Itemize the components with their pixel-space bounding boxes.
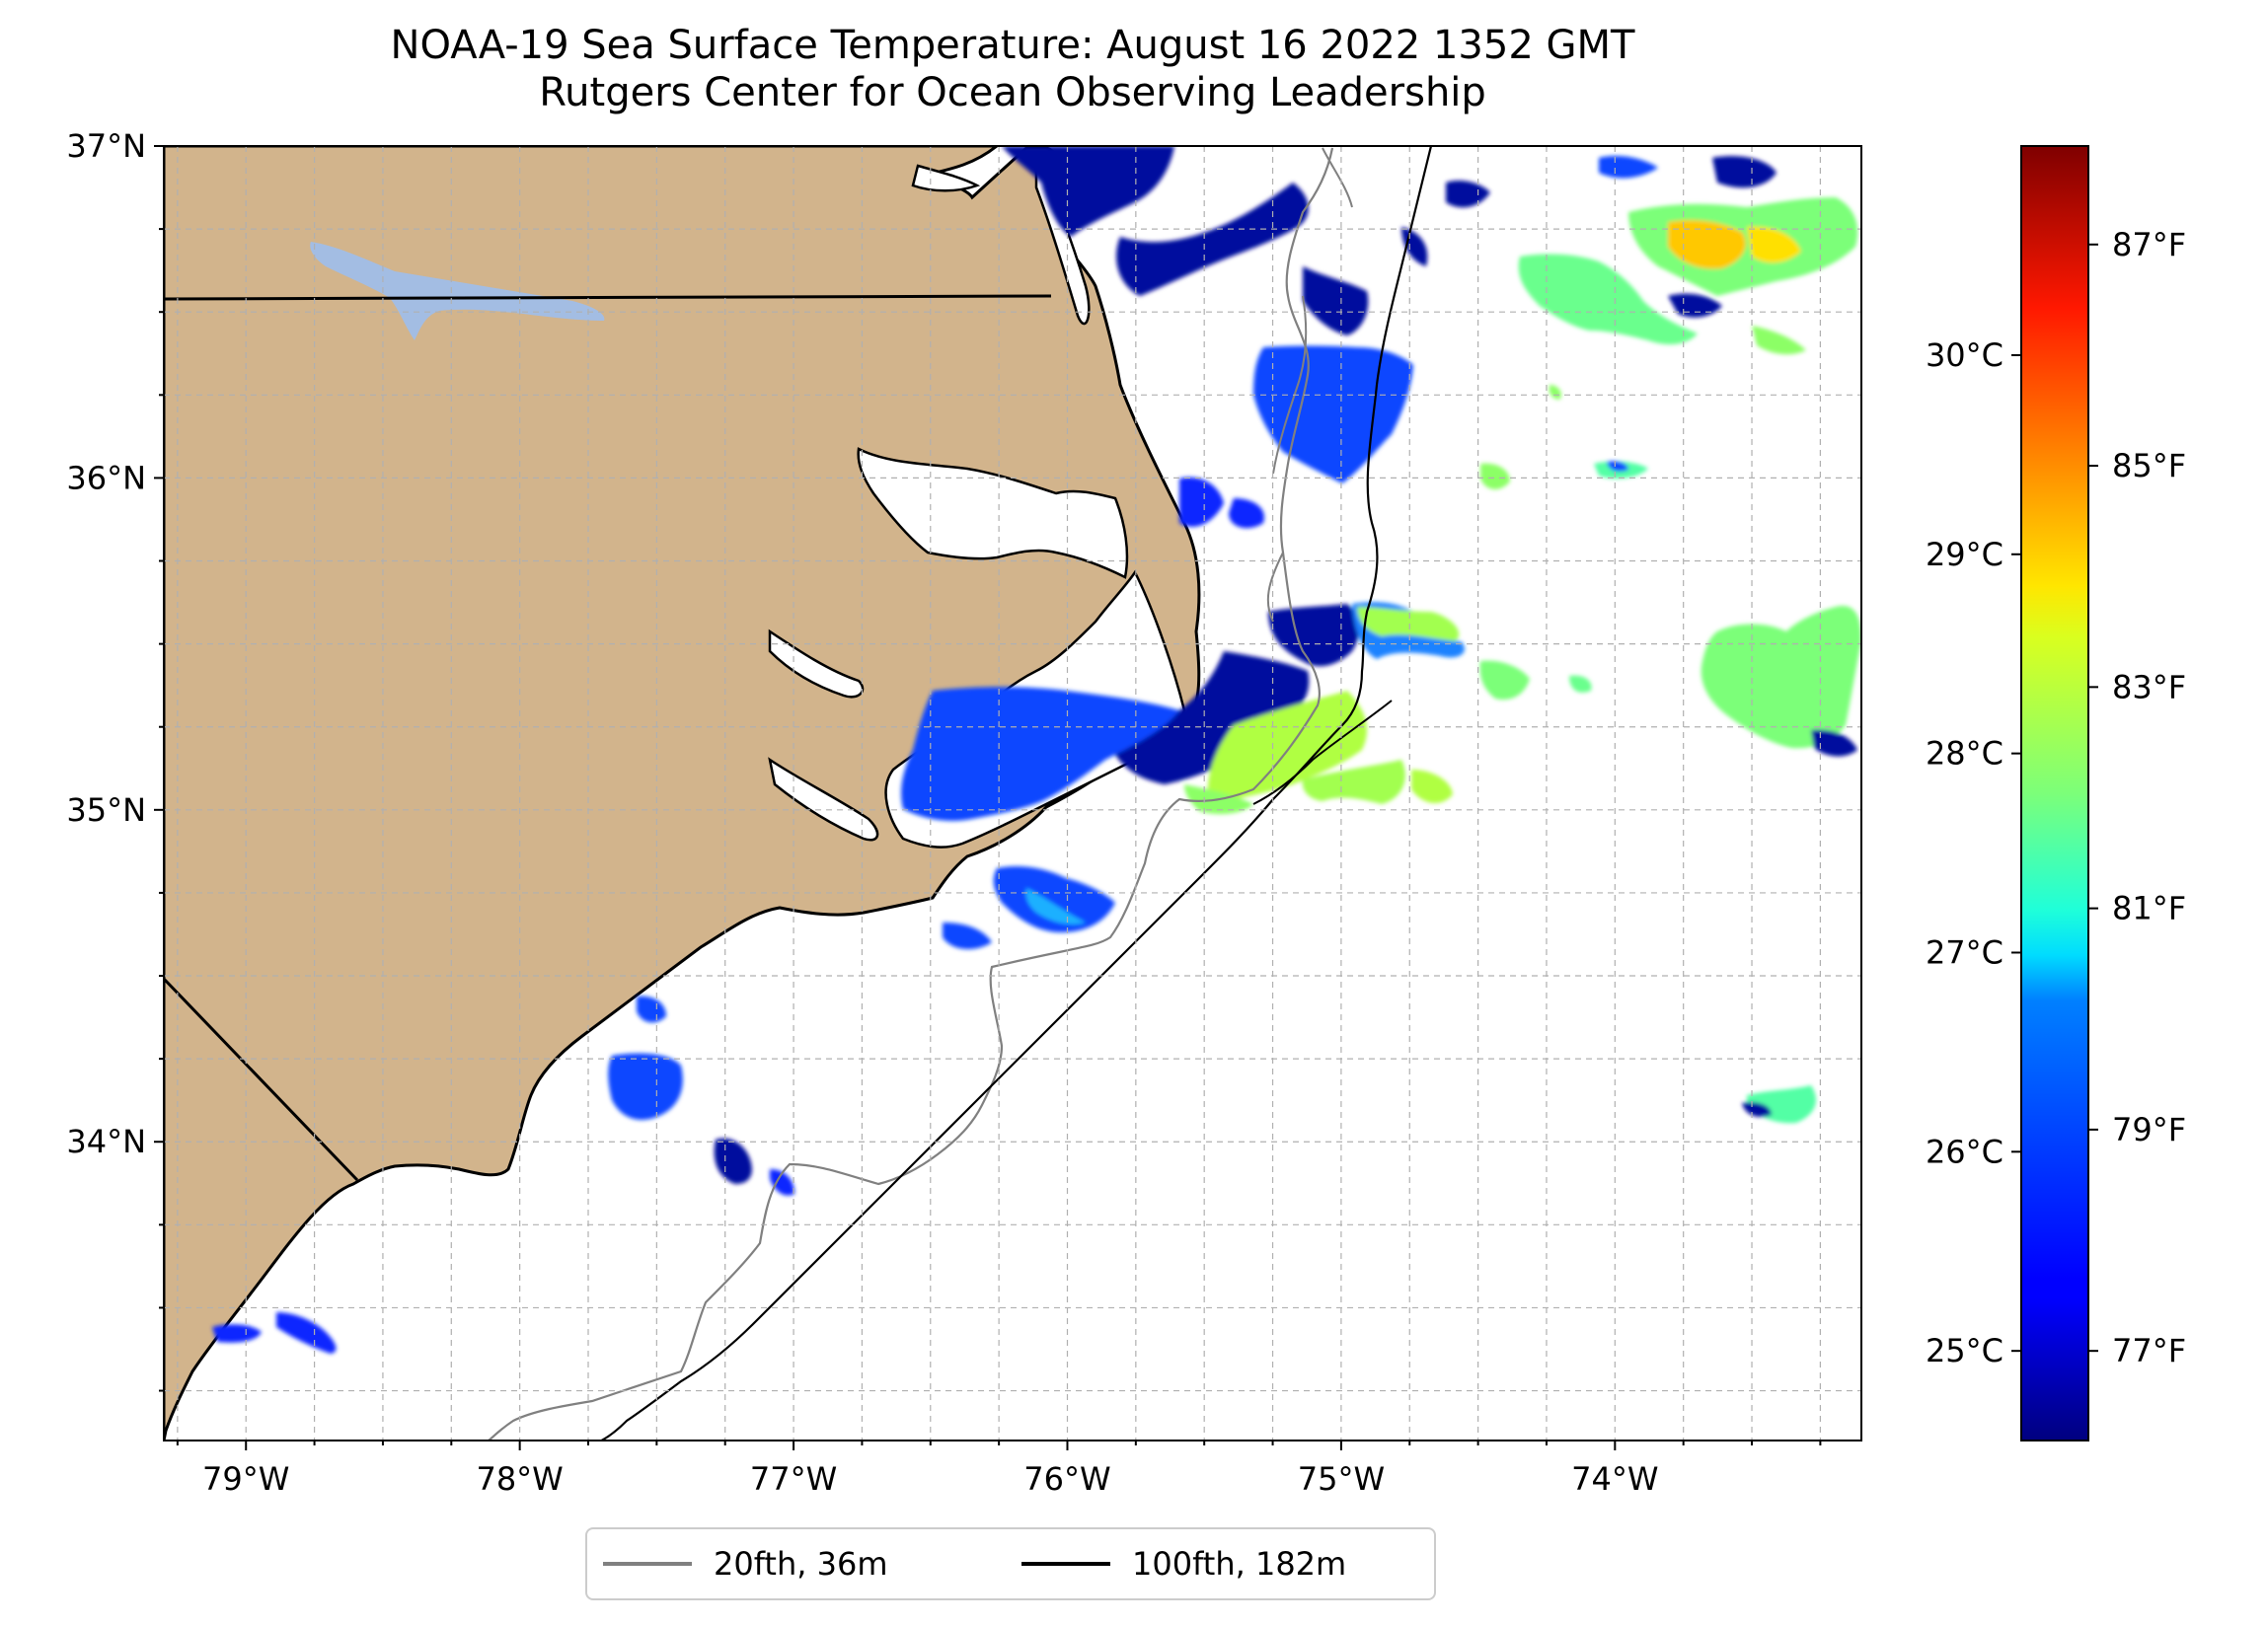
fahrenheit-tick-label: 77°F bbox=[2112, 1332, 2186, 1369]
gridlines bbox=[164, 146, 1861, 1441]
chesapeake-inlet bbox=[911, 164, 981, 192]
sst-patch bbox=[1025, 888, 1086, 924]
sst-patch bbox=[1253, 345, 1413, 483]
celsius-tick-label: 30°C bbox=[1926, 336, 2003, 374]
sst-patch bbox=[1712, 156, 1777, 188]
fahrenheit-tick-label: 81°F bbox=[2112, 890, 2186, 927]
fahrenheit-ticks: 77°F 79°F 81°F 83°F 85°F 87°F bbox=[2088, 226, 2186, 1369]
sst-patch bbox=[1549, 385, 1561, 400]
sst-patch bbox=[1179, 477, 1224, 527]
lon-tick-label: 74°W bbox=[1571, 1460, 1658, 1498]
map-frame bbox=[163, 145, 1862, 1441]
sst-patch bbox=[714, 1138, 752, 1184]
sst-patch bbox=[1115, 651, 1310, 784]
lon-tick-label: 75°W bbox=[1298, 1460, 1385, 1498]
sst-patch bbox=[1268, 604, 1359, 667]
contour-20fth-outer bbox=[1266, 147, 1353, 623]
sst-patch bbox=[1302, 760, 1405, 804]
celsius-ticks: 25°C 26°C 27°C 28°C 29°C 30°C bbox=[1926, 336, 2021, 1369]
sst-patch bbox=[1411, 770, 1453, 804]
contour-100fth-shelf bbox=[1252, 700, 1393, 805]
state-border-va-nc bbox=[164, 294, 1052, 301]
title-line-2: Rutgers Center for Ocean Observing Leade… bbox=[539, 70, 1486, 115]
celsius-tick-label: 29°C bbox=[1926, 536, 2003, 573]
contour-20fth bbox=[488, 147, 1334, 1441]
sst-patch bbox=[901, 687, 1179, 821]
state-border-nc-sc bbox=[164, 977, 359, 1182]
legend-swatch-20fth bbox=[603, 1562, 692, 1566]
longitude-axis: 79°W 78°W 77°W 76°W 75°W 74°W bbox=[176, 1441, 1822, 1498]
map-panel bbox=[164, 146, 1861, 1441]
sst-patch bbox=[1752, 326, 1806, 355]
sst-patch bbox=[276, 1312, 337, 1354]
contour-100fth bbox=[598, 146, 1433, 1441]
sst-patch bbox=[1599, 156, 1658, 179]
celsius-tick-label: 28°C bbox=[1926, 735, 2003, 773]
legend: 20fth, 36m 100fth, 182m bbox=[585, 1527, 1436, 1600]
sst-patch bbox=[1742, 1102, 1772, 1117]
lat-tick-label: 37°N bbox=[66, 127, 146, 165]
legend-label-20fth: 20fth, 36m bbox=[714, 1545, 888, 1583]
sst-patch bbox=[1811, 729, 1857, 757]
sst-patch bbox=[212, 1324, 262, 1343]
latitude-axis: 37°N 36°N 35°N 34°N bbox=[66, 127, 164, 1392]
lon-tick-label: 79°W bbox=[202, 1460, 289, 1498]
legend-item-100fth: 100fth, 182m bbox=[1021, 1529, 1346, 1598]
sst-patch bbox=[993, 866, 1115, 932]
sst-patch bbox=[943, 923, 992, 949]
sst-patch bbox=[1480, 463, 1510, 489]
sst-patch bbox=[1002, 146, 1174, 237]
lon-tick-label: 77°W bbox=[750, 1460, 837, 1498]
fahrenheit-tick-label: 79°F bbox=[2112, 1111, 2186, 1148]
albemarle-sound bbox=[857, 447, 1129, 579]
lat-tick-label: 36°N bbox=[66, 459, 146, 496]
lat-tick-label: 35°N bbox=[66, 791, 146, 829]
colorbar: 25°C 26°C 27°C 28°C 29°C 30°C 77°F 79°F 81°F 83°… bbox=[1926, 145, 2186, 1441]
colorbar-frame bbox=[2020, 145, 2089, 1441]
celsius-tick-label: 27°C bbox=[1926, 933, 2003, 971]
sst-patch bbox=[1518, 254, 1698, 345]
neuse-river bbox=[768, 757, 879, 842]
sst-patch bbox=[1479, 660, 1530, 701]
lon-tick-label: 76°W bbox=[1023, 1460, 1110, 1498]
title-line-1: NOAA-19 Sea Surface Temperature: August … bbox=[390, 23, 1635, 68]
sst-patch bbox=[1701, 606, 1861, 749]
legend-label-100fth: 100fth, 182m bbox=[1132, 1545, 1347, 1583]
sst-patch bbox=[770, 1169, 794, 1196]
colorbar-gradient bbox=[2021, 146, 2088, 1441]
fahrenheit-tick-label: 87°F bbox=[2112, 226, 2186, 263]
sst-field bbox=[212, 146, 1861, 1354]
lake bbox=[310, 242, 605, 340]
sst-patch bbox=[1569, 675, 1592, 693]
sst-patch bbox=[1357, 607, 1460, 641]
sst-patch bbox=[1229, 498, 1264, 529]
lon-tick-label: 78°W bbox=[476, 1460, 563, 1498]
celsius-tick-label: 26°C bbox=[1926, 1133, 2003, 1170]
sst-patch bbox=[1116, 183, 1309, 296]
sst-patch bbox=[637, 996, 666, 1023]
sst-patch bbox=[1607, 461, 1628, 472]
sst-patch bbox=[1303, 266, 1369, 335]
sst-patch bbox=[1747, 226, 1801, 263]
map-title: NOAA-19 Sea Surface Temperature: August … bbox=[164, 22, 1861, 116]
sst-patch bbox=[1446, 181, 1490, 208]
lat-tick-label: 34°N bbox=[66, 1123, 146, 1160]
sst-patch bbox=[1668, 220, 1746, 269]
fahrenheit-tick-label: 85°F bbox=[2112, 447, 2186, 484]
celsius-tick-label: 25°C bbox=[1926, 1332, 2003, 1369]
fahrenheit-tick-label: 83°F bbox=[2112, 668, 2186, 705]
legend-swatch-100fth bbox=[1021, 1562, 1110, 1566]
sst-patch bbox=[1207, 691, 1367, 804]
sst-patch bbox=[608, 1053, 683, 1120]
legend-item-20fth: 20fth, 36m bbox=[603, 1529, 887, 1598]
